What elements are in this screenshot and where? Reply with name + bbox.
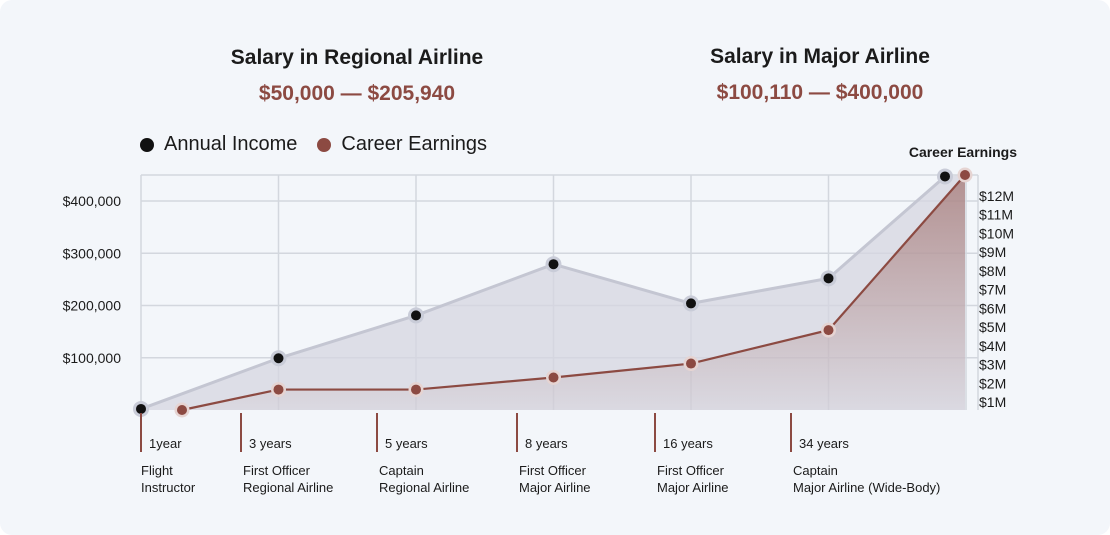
left-axis-tick-label: $300,000	[63, 245, 122, 261]
annual-income-point	[823, 273, 834, 284]
career-earnings-point	[823, 325, 834, 336]
major-salary-range: $100,110 — $400,000	[716, 81, 924, 104]
stage-role-label: First Officer	[243, 463, 311, 478]
regional-salary-title: Salary in Regional Airline	[230, 46, 484, 69]
stage-role-label: First Officer	[657, 463, 725, 478]
left-axis-tick-label: $400,000	[63, 193, 122, 209]
right-axis-tick-label: $3M	[979, 357, 1006, 373]
right-axis-tick-label: $11M	[979, 207, 1013, 223]
stage-role-label: Flight	[141, 463, 173, 478]
stage-years-label: 34 years	[799, 436, 849, 451]
annual-income-point	[273, 353, 284, 364]
career-earnings-point	[411, 384, 421, 395]
career-earnings-point	[177, 405, 187, 415]
career-earnings-point	[686, 358, 696, 369]
right-axis-tick-label: $12M	[979, 188, 1014, 204]
major-salary-title: Salary in Major Airline	[710, 45, 930, 68]
regional-salary-header: Salary in Regional Airline $50,000 — $20…	[207, 46, 507, 106]
stage-role-label: Instructor	[141, 480, 196, 495]
regional-salary-range: $50,000 — $205,940	[258, 82, 456, 105]
legend-label-career-earnings: Career Earnings	[341, 133, 488, 155]
left-axis-tick-label: $200,000	[63, 298, 122, 314]
right-axis-tick-label: $6M	[979, 300, 1006, 316]
stage-years-label: 16 years	[663, 436, 713, 451]
annual-income-point	[940, 171, 950, 182]
chart-legend: Annual Income Career Earnings	[140, 133, 507, 156]
legend-dot-career-earnings	[317, 137, 332, 152]
legend-item-career-earnings: Career Earnings	[317, 133, 487, 156]
stage-years-label: 1year	[149, 436, 182, 451]
stage-years-label: 3 years	[249, 436, 292, 451]
major-salary-header: Salary in Major Airline $100,110 — $400,…	[670, 45, 970, 105]
right-axis-tick-label: $10M	[979, 225, 1014, 241]
right-axis-tick-label: $2M	[979, 375, 1006, 391]
stage-role-label: Captain	[793, 463, 838, 478]
career-earnings-area	[182, 175, 965, 410]
stage-role-label: Captain	[379, 463, 424, 478]
stage-role-label: Major Airline	[519, 480, 591, 495]
annual-income-point	[136, 403, 146, 414]
right-axis-tick-label: $1M	[979, 394, 1006, 410]
stage-role-label: Regional Airline	[379, 480, 469, 495]
stage-role-label: Regional Airline	[243, 480, 333, 495]
right-axis-tick-label: $8M	[979, 263, 1006, 279]
legend-item-annual-income: Annual Income	[140, 133, 297, 156]
stage-years-label: 5 years	[385, 436, 428, 451]
career-earnings-point	[548, 372, 559, 383]
right-axis-tick-label: $4M	[979, 338, 1006, 354]
annual-income-point	[686, 298, 696, 309]
stage-role-label: Major Airline	[657, 480, 729, 495]
right-axis-tick-label: $7M	[979, 282, 1006, 298]
annual-income-point	[548, 259, 559, 270]
left-axis-tick-label: $100,000	[63, 350, 122, 366]
stage-role-label: Major Airline (Wide-Body)	[793, 480, 940, 495]
career-earnings-point	[273, 384, 284, 395]
right-axis-tick-label: $9M	[979, 244, 1006, 260]
legend-dot-annual-income	[140, 137, 154, 152]
legend-label-annual-income: Annual Income	[164, 133, 298, 155]
right-axis-tick-label: $5M	[979, 319, 1006, 335]
career-earnings-point	[960, 170, 970, 180]
stage-role-label: First Officer	[519, 463, 587, 478]
stage-years-label: 8 years	[525, 436, 568, 451]
annual-income-point	[411, 310, 421, 321]
right-axis-title: Career Earnings	[909, 144, 1017, 160]
